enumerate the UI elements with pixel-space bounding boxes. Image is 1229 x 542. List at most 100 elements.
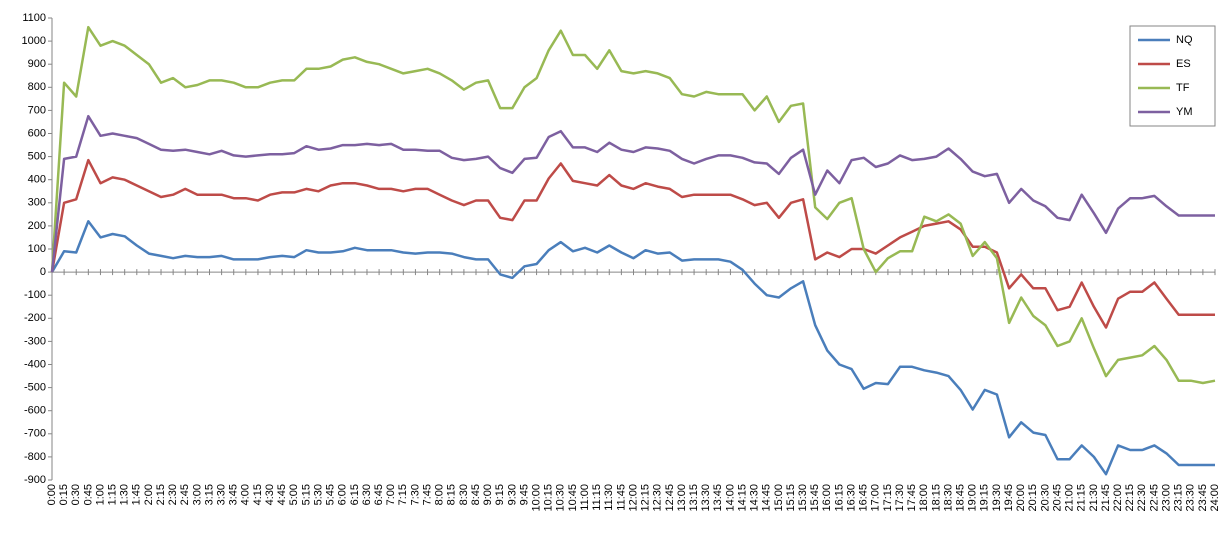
y-tick-label: -700: [24, 428, 46, 440]
x-tick-label: 7:45: [421, 484, 433, 505]
x-tick-label: 2:45: [179, 484, 191, 505]
x-tick-label: 6:30: [361, 484, 373, 505]
y-tick-label: 700: [28, 104, 46, 116]
x-tick-label: 18:45: [955, 484, 967, 512]
x-tick-label: 12:30: [652, 484, 664, 512]
x-tick-label: 3:00: [191, 484, 203, 505]
x-tick-label: 8:15: [446, 484, 458, 505]
y-tick-label: -100: [24, 289, 46, 301]
x-tick-label: 14:30: [749, 484, 761, 512]
x-tick-label: 15:15: [785, 484, 797, 512]
series-line: [50, 25, 1216, 385]
legend-label: TF: [1176, 82, 1190, 94]
x-tick-label: 5:00: [288, 484, 300, 505]
y-tick-label: -600: [24, 405, 46, 417]
y-tick-label: 100: [28, 243, 46, 255]
series-line: [50, 114, 1215, 273]
x-tick-label: 0:30: [70, 484, 82, 505]
y-tick-label: 400: [28, 174, 46, 186]
x-tick-label: 22:30: [1136, 484, 1148, 512]
x-tick-label: 22:45: [1148, 484, 1160, 512]
x-tick-label: 17:15: [882, 484, 894, 512]
y-tick-label: 1100: [22, 12, 46, 24]
x-tick-label: 5:30: [312, 484, 324, 505]
x-tick-label: 11:45: [615, 484, 627, 511]
x-tick-label: 11:15: [591, 484, 603, 511]
x-tick-label: 9:00: [482, 484, 494, 505]
y-tick-label: -500: [24, 382, 46, 394]
x-tick-label: 6:45: [373, 484, 385, 505]
x-tick-label: 13:15: [688, 484, 700, 512]
x-tick-label: 21:00: [1064, 484, 1076, 512]
x-tick-label: 10:30: [555, 484, 567, 512]
x-tick-label: 13:30: [700, 484, 712, 512]
x-tick-label: 18:00: [918, 484, 930, 512]
legend-box: [1129, 25, 1216, 127]
x-tick-label: 0:15: [58, 484, 70, 505]
x-tick-label: 19:30: [991, 484, 1003, 512]
x-tick-label: 17:30: [894, 484, 906, 512]
y-tick-label: -900: [24, 474, 46, 486]
x-tick-label: 12:45: [664, 484, 676, 512]
x-tick-label: 16:15: [833, 484, 845, 512]
x-tick-label: 0:45: [82, 484, 94, 505]
x-tick-label: 10:00: [530, 484, 542, 512]
y-tick-label: 300: [28, 197, 46, 209]
x-tick-label: 22:00: [1112, 484, 1124, 512]
x-tick-label: 15:45: [809, 484, 821, 512]
x-tick-label: 9:30: [506, 484, 518, 505]
x-tick-label: 9:45: [518, 484, 530, 505]
x-tick-label: 16:00: [821, 484, 833, 512]
x-tick-label: 15:30: [797, 484, 809, 512]
y-tick-label: 1000: [22, 35, 46, 47]
x-tick-label: 24:00: [1209, 484, 1221, 512]
x-tick-label: 20:30: [1039, 484, 1051, 512]
series-line: [50, 220, 1215, 476]
x-tick-label: 17:45: [906, 484, 918, 512]
x-tick-label: 22:15: [1124, 484, 1136, 512]
x-tick-label: 8:00: [434, 484, 446, 505]
x-tick-label: 1:00: [94, 484, 106, 505]
x-tick-label: 7:30: [409, 484, 421, 505]
x-tick-label: 18:15: [930, 484, 942, 512]
x-tick-label: 21:15: [1076, 484, 1088, 512]
x-tick-label: 20:00: [1015, 484, 1027, 512]
x-tick-label: 13:00: [676, 484, 688, 512]
x-tick-label: 11:00: [579, 484, 591, 511]
x-tick-label: 7:15: [397, 484, 409, 505]
x-tick-label: 10:15: [543, 484, 555, 512]
x-tick-label: 7:00: [385, 484, 397, 505]
y-tick-label: 900: [28, 58, 46, 70]
x-tick-label: 6:15: [349, 484, 361, 505]
series-line: [50, 158, 1215, 329]
x-tick-label: 11:30: [603, 484, 615, 511]
y-tick-label: 200: [28, 220, 46, 232]
x-tick-label: 19:00: [967, 484, 979, 512]
x-tick-label: 3:30: [216, 484, 228, 505]
x-tick-label: 19:15: [979, 484, 991, 512]
x-tick-label: 21:45: [1100, 484, 1112, 512]
legend-label: NQ: [1176, 34, 1193, 46]
y-tick-label: -800: [24, 451, 46, 463]
x-tick-label: 23:00: [1160, 484, 1172, 512]
x-tick-label: 15:00: [773, 484, 785, 512]
x-tick-label: 23:15: [1173, 484, 1185, 512]
y-tick-label: -200: [24, 312, 46, 324]
x-tick-label: 4:30: [264, 484, 276, 505]
x-tick-label: 12:00: [627, 484, 639, 512]
x-tick-label: 5:45: [325, 484, 337, 505]
legend-label: YM: [1176, 106, 1193, 118]
x-tick-label: 10:45: [567, 484, 579, 512]
y-tick-label: 500: [28, 151, 46, 163]
y-tick-label: -400: [24, 358, 46, 370]
x-tick-label: 4:00: [240, 484, 252, 505]
x-tick-label: 16:30: [845, 484, 857, 512]
x-tick-label: 4:45: [276, 484, 288, 505]
x-tick-label: 23:45: [1197, 484, 1209, 512]
x-tick-label: 8:30: [458, 484, 470, 505]
x-tick-label: 16:45: [858, 484, 870, 512]
x-tick-label: 1:45: [131, 484, 143, 505]
x-tick-label: 2:30: [167, 484, 179, 505]
x-tick-label: 1:30: [119, 484, 131, 505]
